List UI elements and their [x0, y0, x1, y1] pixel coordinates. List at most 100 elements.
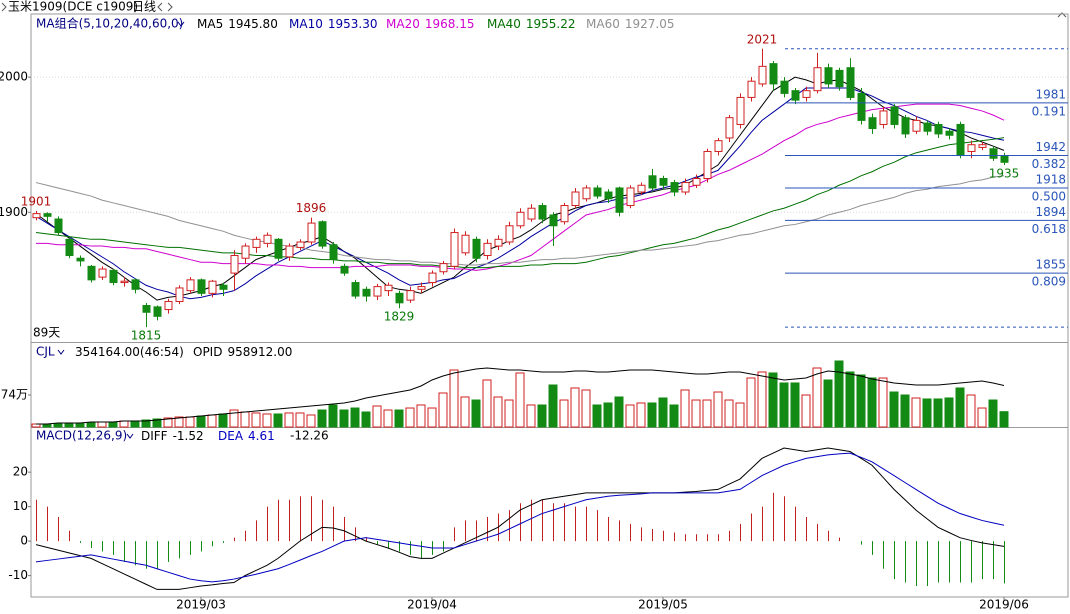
candle-body: [538, 205, 547, 220]
ma-indicator[interactable]: MA组合(5,10,20,40,60,0): [36, 16, 183, 31]
dropdown-icon[interactable]: [126, 433, 134, 439]
y-tick-label: 1900: [0, 205, 28, 219]
volume-indicator[interactable]: CJL: [36, 345, 55, 359]
volume-bar: [64, 422, 74, 428]
volume-bar: [449, 369, 459, 428]
candle-body: [241, 245, 250, 259]
candle-body: [494, 238, 503, 247]
fib-price: 1918: [1035, 172, 1066, 186]
volume-bar: [273, 413, 283, 428]
volume-bar: [427, 407, 437, 428]
legend-name: MA5: [197, 17, 223, 31]
legend-value: 1968.15: [425, 17, 475, 31]
volume-bar: [218, 413, 228, 428]
volume-bar: [405, 407, 415, 428]
candle-body: [527, 207, 536, 220]
price-annotation: 1896: [296, 201, 327, 215]
volume-bar: [713, 391, 723, 428]
y-tick-label: 20: [13, 465, 28, 479]
volume-bar: [779, 382, 789, 428]
candle-body: [714, 140, 723, 152]
volume-bar: [944, 397, 954, 428]
dropdown-icon[interactable]: [177, 21, 185, 27]
volume-bar: [889, 391, 899, 428]
volume-bar: [999, 411, 1009, 428]
candle-body: [615, 187, 624, 213]
candle-body: [725, 117, 734, 139]
candle-body: [318, 221, 327, 247]
candle-body: [472, 238, 481, 259]
volume-bar: [581, 389, 591, 428]
volume-bar: [933, 398, 943, 428]
candle-body: [659, 178, 668, 186]
volume-bar: [383, 409, 393, 428]
candle-body: [692, 178, 701, 186]
volume-bar: [790, 382, 800, 428]
volume-bar: [658, 397, 668, 428]
period-label[interactable]: 日线: [132, 0, 156, 14]
ma-line: [36, 103, 1005, 271]
volume-bar: [174, 416, 184, 428]
candle-body: [890, 106, 899, 125]
legend-entry: DEA 4.61: [218, 429, 275, 443]
volume-bar: [977, 407, 987, 428]
volume-bar: [592, 404, 602, 428]
next-icon[interactable]: [167, 2, 173, 12]
candle-body: [197, 279, 206, 294]
candle-body: [340, 265, 349, 274]
candle-body: [945, 130, 954, 136]
candle-body: [989, 148, 998, 159]
macd-indicator[interactable]: MACD(12,26,9): [36, 429, 127, 443]
volume-bar: [537, 404, 547, 428]
legend-entry: MA20 1968.15: [386, 17, 474, 31]
volume-bar: [152, 418, 162, 428]
volume-bar: [130, 420, 140, 428]
volume-bar: [119, 420, 129, 428]
candle-body: [813, 67, 822, 92]
legend-entry: MA5 1945.80: [197, 17, 278, 31]
legend-name: MA20: [386, 17, 420, 31]
menu-icon[interactable]: [1, 2, 7, 12]
candle-body: [637, 184, 646, 193]
collapse-icon[interactable]: [1057, 12, 1067, 18]
candle-body: [263, 234, 272, 244]
volume-bar: [746, 377, 756, 428]
x-tick-label: 2019/05: [638, 598, 688, 612]
fib-price: 1894: [1035, 205, 1066, 219]
volume-last: 354164.00: [75, 345, 140, 359]
legend-entry: MA60 1927.05: [586, 17, 674, 31]
candle-body: [384, 284, 393, 292]
volume-bar: [526, 404, 536, 428]
volume-bar: [229, 409, 239, 428]
volume-bar: [163, 417, 173, 428]
candle-body: [65, 238, 74, 257]
fib-ratio: 0.618: [1032, 222, 1066, 236]
candle-body: [395, 292, 404, 304]
candle-body: [571, 191, 580, 207]
candle-body: [604, 191, 613, 200]
candle-body: [648, 175, 657, 189]
candle-body: [901, 117, 910, 135]
volume-bar: [636, 402, 646, 428]
volume-bar: [394, 409, 404, 428]
candle-body: [252, 238, 261, 248]
candle-body: [560, 205, 569, 223]
prev-icon[interactable]: [157, 2, 163, 12]
volume-bar: [295, 412, 305, 428]
candle-body: [879, 110, 888, 125]
candle-body: [582, 187, 591, 200]
candle-body: [428, 272, 437, 284]
legend-entry: MA40 1955.22: [487, 17, 575, 31]
candle-body: [296, 241, 305, 248]
volume-bar: [317, 409, 327, 428]
volume-bar: [493, 396, 503, 428]
volume-bar: [911, 397, 921, 428]
volume-bar: [416, 404, 426, 428]
volume-bar: [900, 394, 910, 428]
volume-bar: [922, 398, 932, 428]
candle-body: [681, 182, 690, 193]
dropdown-icon[interactable]: [57, 349, 65, 355]
candle-body: [439, 263, 448, 273]
candle-body: [230, 255, 239, 274]
volume-bar: [108, 421, 118, 428]
